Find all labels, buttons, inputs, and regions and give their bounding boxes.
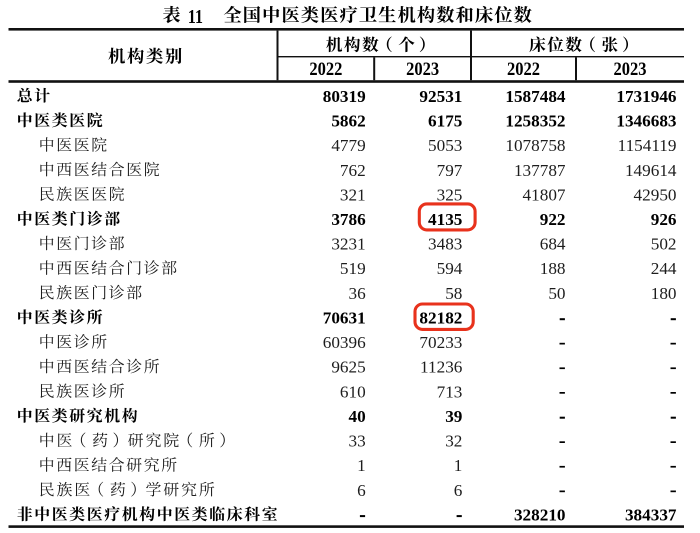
svg-text:684: 684 <box>540 235 566 254</box>
svg-text:6175: 6175 <box>428 112 462 131</box>
svg-text:3786: 3786 <box>331 210 366 229</box>
svg-text:11236: 11236 <box>420 358 463 377</box>
svg-text:70631: 70631 <box>323 309 366 328</box>
svg-text:58: 58 <box>445 284 462 303</box>
svg-text:2022: 2022 <box>507 59 540 80</box>
svg-text:1078758: 1078758 <box>505 136 565 155</box>
svg-text:3483: 3483 <box>428 235 462 254</box>
svg-text:50: 50 <box>548 284 565 303</box>
svg-text:149614: 149614 <box>625 161 677 180</box>
svg-text:33: 33 <box>349 432 366 451</box>
svg-text:60396: 60396 <box>323 333 366 352</box>
svg-text:1154119: 1154119 <box>618 136 677 155</box>
svg-text:594: 594 <box>437 259 463 278</box>
svg-text:5053: 5053 <box>428 136 462 155</box>
svg-text:325: 325 <box>437 185 463 204</box>
svg-text:2022: 2022 <box>309 59 342 80</box>
svg-text:328210: 328210 <box>514 505 566 524</box>
svg-text:2023: 2023 <box>406 59 439 80</box>
svg-text:32: 32 <box>445 432 462 451</box>
svg-text:9625: 9625 <box>331 358 365 377</box>
svg-text:1: 1 <box>454 456 463 475</box>
svg-text:1: 1 <box>357 456 366 475</box>
svg-text:82182: 82182 <box>419 309 462 328</box>
svg-text:519: 519 <box>340 259 366 278</box>
svg-text:502: 502 <box>651 235 677 254</box>
svg-text:39: 39 <box>445 407 462 426</box>
svg-text:4135: 4135 <box>428 210 462 229</box>
svg-text:1731946: 1731946 <box>616 87 677 106</box>
svg-text:384337: 384337 <box>625 505 677 524</box>
svg-text:244: 244 <box>651 259 677 278</box>
svg-text:1258352: 1258352 <box>505 112 565 131</box>
svg-text:1346683: 1346683 <box>616 112 676 131</box>
svg-text:4779: 4779 <box>331 136 365 155</box>
svg-text:92531: 92531 <box>419 87 462 106</box>
svg-text:180: 180 <box>651 284 677 303</box>
svg-text:6: 6 <box>357 481 366 500</box>
svg-text:41807: 41807 <box>523 185 566 204</box>
svg-text:3231: 3231 <box>331 235 365 254</box>
svg-text:188: 188 <box>540 259 566 278</box>
svg-text:6: 6 <box>454 481 463 500</box>
svg-text:42950: 42950 <box>634 185 677 204</box>
svg-text:762: 762 <box>340 161 366 180</box>
svg-text:797: 797 <box>437 161 463 180</box>
svg-text:321: 321 <box>340 185 366 204</box>
svg-text:40: 40 <box>349 407 366 426</box>
svg-text:11: 11 <box>188 6 203 28</box>
svg-text:2023: 2023 <box>614 59 647 80</box>
svg-text:713: 713 <box>437 382 463 401</box>
svg-text:922: 922 <box>540 210 566 229</box>
svg-text:1587484: 1587484 <box>505 87 566 106</box>
svg-text:36: 36 <box>349 284 367 303</box>
svg-text:137787: 137787 <box>514 161 566 180</box>
svg-text:926: 926 <box>651 210 677 229</box>
svg-text:80319: 80319 <box>323 87 366 106</box>
svg-text:70233: 70233 <box>419 333 462 352</box>
svg-text:5862: 5862 <box>331 112 365 131</box>
svg-text:610: 610 <box>340 382 366 401</box>
